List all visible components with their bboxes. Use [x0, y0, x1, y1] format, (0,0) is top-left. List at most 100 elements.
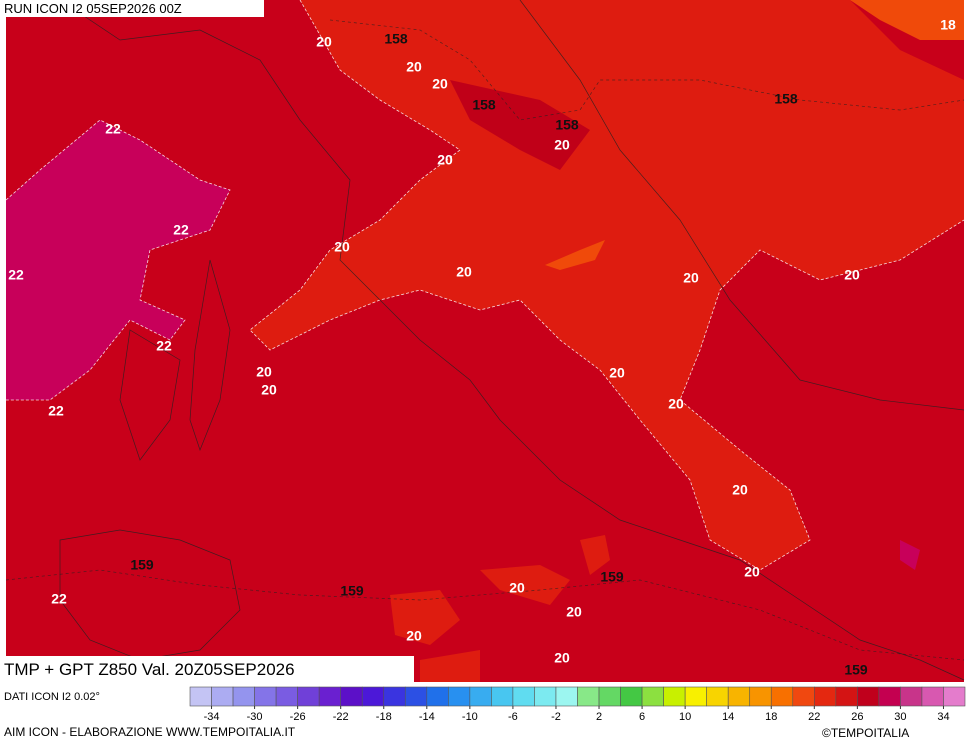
- colorbar-tick-label: -22: [333, 711, 349, 723]
- contour-label: 20: [566, 604, 582, 620]
- contour-label: 158: [555, 117, 579, 133]
- warmer-region: [850, 0, 964, 40]
- colorbar-tick-label: 22: [808, 711, 820, 723]
- credit-label: AIM ICON - ELABORAZIONE WWW.TEMPOITALIA.…: [4, 725, 296, 739]
- colorbar-swatch: [361, 686, 385, 707]
- colorbar-tick-label: 10: [679, 711, 691, 723]
- colorbar-swatch: [814, 686, 837, 707]
- island: [119, 259, 231, 461]
- colorbar-tick-label: 18: [765, 711, 777, 723]
- contour-label: 22: [48, 403, 64, 419]
- colorbar-tick-label: -14: [419, 711, 435, 723]
- map: 20 158 20 20 158 158 20 158 18 22 20 22 …: [5, 0, 965, 682]
- hot-spot: [900, 540, 920, 570]
- gpt-contour: [5, 569, 965, 661]
- colorbar-swatch: [426, 686, 449, 707]
- colorbar-tick-label: -2: [551, 711, 561, 723]
- contour-label: 158: [472, 97, 496, 113]
- contour-label: 22: [105, 121, 121, 137]
- source-label: DATI ICON I2 0.02°: [4, 691, 100, 703]
- colorbar-swatch: [684, 686, 707, 707]
- colorbar-tick-label: 14: [722, 711, 734, 723]
- contour-label: 20: [256, 364, 272, 380]
- colorbar-swatch: [792, 686, 815, 707]
- warm-patches: [390, 535, 610, 682]
- colorbar-swatch: [598, 686, 621, 707]
- colorbar-tick-label: 6: [639, 711, 645, 723]
- contour-label: 20: [554, 650, 570, 666]
- contour-label: 20: [261, 382, 277, 398]
- colorbar-swatch: [448, 686, 471, 707]
- run-label: RUN ICON I2 05SEP2026 00Z: [4, 1, 182, 16]
- coastline: [59, 0, 965, 681]
- map-title: TMP + GPT Z850 Val. 20Z05SEP2026: [4, 660, 295, 679]
- colorbar-swatch: [943, 686, 966, 707]
- contour-label: 20: [554, 137, 570, 153]
- island: [59, 529, 241, 661]
- colorbar-swatch: [749, 686, 772, 707]
- colorbar-swatch: [340, 686, 363, 707]
- colorbar: -34 -30 -26 -22 -18 -14 -10 -6 -2 2 6 10 14 18 22 26 30 3…: [189, 686, 966, 723]
- contour-label: 158: [774, 91, 798, 107]
- colorbar-swatch: [469, 686, 492, 707]
- colorbar-swatch: [555, 686, 578, 707]
- colorbar-swatch: [275, 686, 298, 707]
- colorbar-swatch: [404, 686, 428, 707]
- colorbar-swatch: [921, 686, 944, 707]
- colorbar-swatch: [254, 686, 277, 707]
- colorbar-swatch: [706, 686, 729, 707]
- colorbar-tick-label: -26: [290, 711, 306, 723]
- colorbar-swatch: [232, 686, 255, 707]
- colorbar-swatch: [189, 686, 212, 707]
- contour-label: 22: [8, 267, 24, 283]
- contour-label: 20: [406, 628, 422, 644]
- hot-region: [6, 120, 230, 400]
- title-box: [0, 656, 414, 682]
- contour-label: 20: [668, 396, 684, 412]
- colorbar-swatch: [577, 686, 600, 707]
- contour-label: 20: [609, 365, 625, 381]
- contour-label: 159: [600, 569, 624, 585]
- header-box: [0, 0, 264, 17]
- colorbar-swatch: [663, 686, 686, 707]
- contour-label: 22: [173, 222, 189, 238]
- contour-label: 20: [844, 267, 860, 283]
- contour-label: 159: [130, 557, 154, 573]
- colorbar-swatch: [383, 686, 406, 707]
- colorbar-swatch: [727, 686, 751, 707]
- colorbar-tick-label: -18: [376, 711, 392, 723]
- contour-line: [249, 0, 965, 571]
- colorbar-swatch: [534, 686, 557, 707]
- contour-label: 20: [683, 270, 699, 286]
- gpt-contour: [329, 19, 965, 121]
- contour-label: 159: [844, 662, 868, 678]
- colorbar-swatch: [900, 686, 923, 707]
- colorbar-tick-label: 2: [596, 711, 602, 723]
- colorbar-tick-label: 26: [851, 711, 863, 723]
- contour-label: 22: [156, 338, 172, 354]
- contour-label: 20: [316, 34, 332, 50]
- colorbar-swatch: [491, 686, 514, 707]
- colorbar-swatch: [857, 686, 880, 707]
- contour-label: 159: [340, 583, 364, 599]
- copyright-label: ©TEMPOITALIA: [822, 726, 909, 740]
- colorbar-swatch: [835, 686, 858, 707]
- contour-label: 20: [509, 580, 525, 596]
- contour-label: 20: [437, 152, 453, 168]
- contour-label: 20: [744, 564, 760, 580]
- colorbar-swatch: [620, 686, 643, 707]
- colorbar-tick-label: 30: [894, 711, 906, 723]
- coastline: [519, 0, 965, 411]
- contour-label: 22: [51, 591, 67, 607]
- colorbar-swatch: [318, 686, 341, 707]
- colorbar-swatch: [770, 686, 794, 707]
- colorbar-swatch: [641, 686, 664, 707]
- colorbar-tick-label: -6: [508, 711, 518, 723]
- colorbar-tick-label: -34: [204, 711, 220, 723]
- warm-region: [250, 0, 964, 570]
- colorbar-swatch: [878, 686, 901, 707]
- colorbar-tick-label: -30: [247, 711, 263, 723]
- cool-region: [450, 80, 590, 170]
- colorbar-swatch: [512, 686, 535, 707]
- warmer-spot: [545, 240, 605, 270]
